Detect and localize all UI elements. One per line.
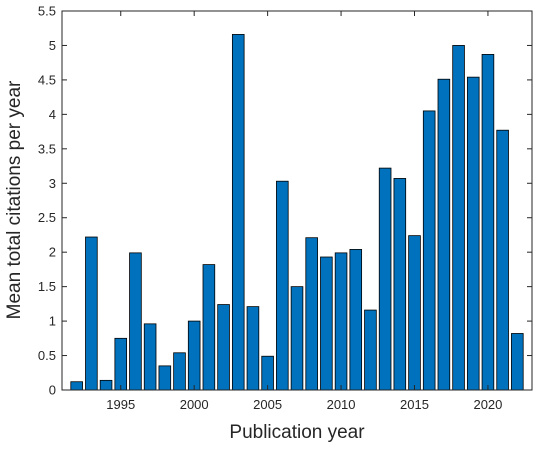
- bar-2010: [334, 252, 348, 391]
- x-tick-label: 2000: [180, 397, 209, 412]
- bar-2017: [437, 78, 451, 391]
- bar-1994: [99, 379, 113, 391]
- y-tick-label: 4: [49, 107, 56, 122]
- bar-2006: [276, 180, 289, 391]
- y-tick-label: 5.5: [38, 4, 56, 19]
- bar-2012: [364, 309, 377, 391]
- bar-1995: [114, 337, 128, 391]
- bar-1999: [173, 352, 186, 391]
- y-tick-label: 1.5: [38, 279, 56, 294]
- bar-2009: [320, 256, 333, 391]
- bar-2016: [422, 110, 436, 391]
- axes-box: [61, 10, 533, 391]
- bar-2021: [496, 129, 509, 391]
- x-tick-label: 2010: [327, 397, 356, 412]
- bar-1998: [158, 365, 172, 391]
- bar-2003: [231, 34, 245, 391]
- bar-2001: [202, 264, 216, 391]
- bar-2020: [481, 54, 495, 391]
- bar-2022: [511, 333, 524, 391]
- y-tick-label: 0: [49, 383, 56, 398]
- y-axis-label: Mean total citations per year: [4, 80, 25, 319]
- y-tick-label: 0.5: [38, 348, 56, 363]
- bar-2005: [261, 355, 274, 391]
- x-tick-label: 1995: [106, 397, 135, 412]
- bars-group: [70, 34, 524, 391]
- y-tick-label: 2: [49, 245, 56, 260]
- y-tick-label: 1: [49, 314, 56, 329]
- bar-2013: [378, 167, 392, 391]
- bar-2008: [305, 237, 318, 391]
- bar-1996: [129, 252, 142, 391]
- y-tick-label: 4.5: [38, 72, 56, 87]
- bar-2002: [217, 304, 230, 391]
- y-tick-label: 3.5: [38, 141, 56, 156]
- ticks-group: 0 0.5 1 1.5 2 2.5 3 3.5 4 4.5 5 5.5 1995 2000 2005 2010…: [38, 4, 532, 412]
- bar-2014: [393, 178, 407, 391]
- bar-2007: [290, 286, 304, 391]
- x-tick-label: 2015: [400, 397, 429, 412]
- y-tick-label: 2.5: [38, 210, 56, 225]
- bar-2015: [408, 235, 421, 391]
- bar-2019: [466, 76, 480, 391]
- bar-2000: [187, 320, 201, 391]
- y-tick-label: 3: [49, 176, 56, 191]
- x-axis-label: Publication year: [229, 422, 365, 443]
- bar-1992: [70, 381, 83, 391]
- bar-1997: [143, 323, 157, 391]
- bar-2004: [246, 306, 260, 391]
- bar-1993: [85, 236, 98, 391]
- x-tick-label: 2005: [253, 397, 282, 412]
- x-tick-label: 2020: [473, 397, 502, 412]
- bar-2011: [349, 249, 363, 391]
- bar-2018: [452, 45, 465, 391]
- y-tick-label: 5: [49, 38, 56, 53]
